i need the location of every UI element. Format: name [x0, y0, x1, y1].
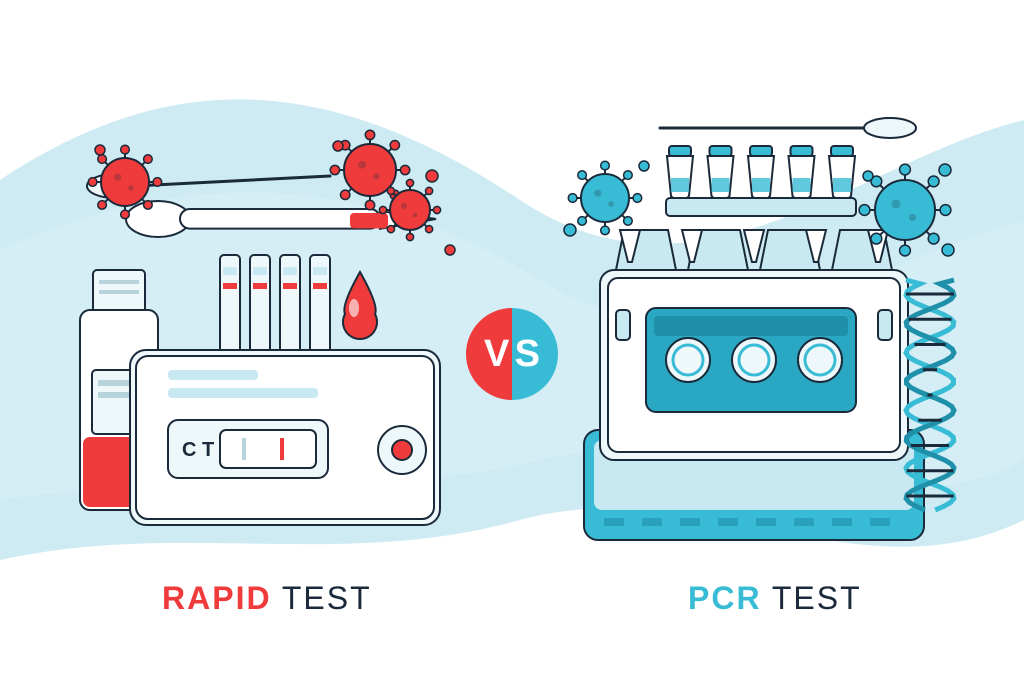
pcr-test-label: PCR TEST — [688, 580, 862, 617]
vs-badge: V S — [466, 308, 558, 400]
rapid-label-plain: TEST — [272, 580, 372, 616]
rapid-test-label: RAPID TEST — [162, 580, 372, 617]
vs-letter-s: S — [515, 333, 540, 376]
infographic-canvas: CT V S RAPID TEST PCR TEST — [0, 0, 1024, 683]
pcr-test-illustration — [520, 0, 1024, 600]
svg-text:T: T — [202, 439, 214, 461]
vs-letter-v: V — [484, 333, 509, 376]
svg-text:C: C — [182, 439, 196, 461]
pcr-label-plain: TEST — [762, 580, 862, 616]
pcr-label-accent: PCR — [688, 580, 762, 616]
rapid-test-illustration: CT — [0, 0, 520, 600]
rapid-label-accent: RAPID — [162, 580, 272, 616]
